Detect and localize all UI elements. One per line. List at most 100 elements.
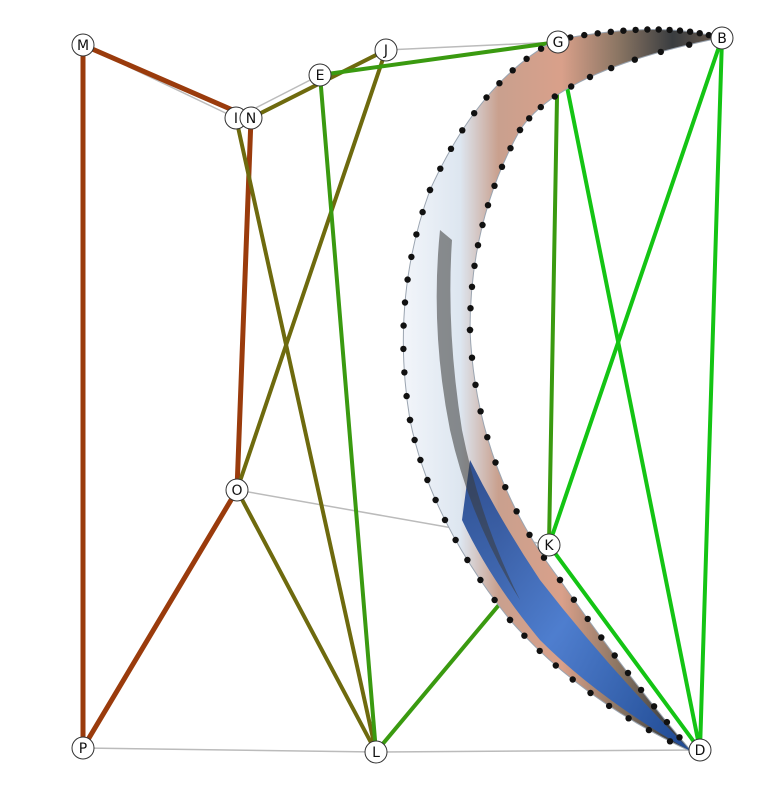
outer-control-point-25[interactable] (424, 476, 431, 484)
inner-control-point-40[interactable] (650, 703, 658, 710)
inner-control-point-9[interactable] (526, 115, 533, 122)
inner-control-point-41[interactable] (663, 718, 671, 726)
inner-control-point-39[interactable] (637, 686, 645, 694)
inner-control-point-42[interactable] (676, 734, 683, 741)
inner-control-point-29[interactable] (513, 508, 520, 515)
outer-control-point-18[interactable] (400, 345, 407, 353)
node-e[interactable]: E (308, 63, 332, 87)
outer-control-point-5[interactable] (483, 94, 490, 101)
outer-control-point-28[interactable] (452, 536, 459, 544)
outer-control-point-1[interactable] (537, 45, 545, 52)
outer-control-point-3[interactable] (509, 67, 516, 74)
node-d[interactable]: D (688, 738, 712, 762)
outer-control-point-34[interactable] (521, 632, 528, 639)
inner-control-point-17[interactable] (474, 242, 482, 249)
outer-control-point-16[interactable] (401, 299, 409, 306)
top-control-point-12[interactable] (696, 30, 703, 37)
inner-control-point-31[interactable] (540, 554, 548, 561)
inner-control-point-19[interactable] (468, 283, 476, 290)
inner-control-point-33[interactable] (556, 576, 564, 584)
top-control-point-9[interactable] (666, 26, 673, 34)
inner-control-point-24[interactable] (472, 381, 479, 388)
inner-control-point-5[interactable] (586, 73, 594, 81)
outer-control-point-9[interactable] (437, 165, 444, 172)
inner-control-point-38[interactable] (624, 669, 632, 677)
outer-control-point-2[interactable] (523, 55, 530, 62)
outer-control-point-14[interactable] (408, 253, 415, 261)
outer-control-point-38[interactable] (587, 689, 594, 697)
inner-control-point-13[interactable] (498, 163, 506, 170)
outer-control-point-11[interactable] (426, 186, 434, 194)
inner-control-point-6[interactable] (568, 83, 575, 90)
inner-control-point-18[interactable] (471, 262, 478, 269)
inner-control-point-25[interactable] (477, 408, 484, 415)
inner-control-point-34[interactable] (570, 596, 578, 603)
outer-control-point-37[interactable] (569, 676, 576, 683)
inner-control-point-28[interactable] (502, 484, 509, 491)
inner-control-point-22[interactable] (466, 326, 474, 334)
outer-control-point-4[interactable] (496, 80, 503, 87)
inner-control-point-30[interactable] (526, 531, 533, 538)
outer-control-point-31[interactable] (491, 596, 498, 604)
node-b[interactable]: B (710, 26, 734, 50)
outer-control-point-8[interactable] (447, 145, 455, 152)
top-control-point-8[interactable] (655, 26, 662, 33)
top-control-point-10[interactable] (676, 27, 684, 34)
outer-control-point-20[interactable] (403, 392, 410, 400)
node-n[interactable]: N (239, 106, 263, 130)
outer-control-point-24[interactable] (417, 456, 424, 464)
top-control-point-2[interactable] (581, 31, 588, 39)
top-control-point-6[interactable] (632, 26, 639, 34)
node-j[interactable]: J (374, 38, 398, 62)
top-control-point-11[interactable] (686, 28, 694, 35)
outer-control-point-36[interactable] (552, 662, 559, 669)
inner-control-point-7[interactable] (551, 93, 558, 100)
inner-control-point-11[interactable] (516, 126, 524, 134)
outer-control-point-19[interactable] (401, 369, 408, 376)
outer-control-point-7[interactable] (459, 127, 466, 134)
outer-control-point-41[interactable] (645, 726, 653, 734)
node-k[interactable]: K (537, 533, 561, 557)
outer-control-point-22[interactable] (406, 416, 414, 424)
inner-control-point-8[interactable] (537, 103, 544, 111)
node-l[interactable]: L (364, 740, 388, 764)
node-p[interactable]: P (71, 736, 95, 760)
top-control-point-3[interactable] (594, 30, 601, 37)
outer-control-point-29[interactable] (464, 556, 471, 564)
top-control-point-5[interactable] (620, 27, 627, 34)
top-control-point-7[interactable] (644, 26, 651, 33)
outer-control-point-27[interactable] (441, 516, 449, 524)
outer-control-point-15[interactable] (404, 276, 411, 283)
outer-control-point-30[interactable] (477, 576, 484, 584)
outer-control-point-42[interactable] (666, 738, 674, 745)
outer-control-point-17[interactable] (400, 322, 407, 329)
inner-control-point-20[interactable] (467, 305, 474, 312)
top-control-point-13[interactable] (705, 31, 712, 39)
outer-control-point-39[interactable] (605, 702, 613, 710)
inner-control-point-4[interactable] (608, 64, 615, 72)
node-o[interactable]: O (225, 478, 249, 502)
outer-control-point-26[interactable] (432, 496, 439, 504)
outer-control-point-35[interactable] (536, 647, 543, 655)
outer-control-point-6[interactable] (471, 110, 478, 117)
inner-control-point-12[interactable] (507, 145, 514, 152)
inner-control-point-26[interactable] (484, 434, 491, 441)
inner-control-point-1[interactable] (686, 41, 693, 48)
node-m[interactable]: M (71, 33, 95, 57)
inner-control-point-16[interactable] (479, 221, 486, 229)
node-g[interactable]: G (546, 30, 570, 54)
inner-control-point-36[interactable] (598, 634, 605, 641)
inner-control-point-2[interactable] (657, 48, 664, 56)
inner-control-point-27[interactable] (492, 459, 499, 466)
inner-control-point-14[interactable] (491, 182, 498, 189)
top-control-point-4[interactable] (607, 28, 614, 35)
inner-control-point-15[interactable] (484, 202, 492, 209)
outer-control-point-12[interactable] (419, 208, 426, 216)
outer-control-point-40[interactable] (625, 715, 632, 722)
outer-control-point-13[interactable] (413, 231, 420, 238)
outer-control-point-23[interactable] (411, 436, 418, 444)
inner-control-point-23[interactable] (468, 354, 476, 361)
inner-control-point-3[interactable] (631, 56, 638, 63)
inner-control-point-35[interactable] (584, 615, 591, 623)
outer-control-point-33[interactable] (506, 616, 514, 624)
